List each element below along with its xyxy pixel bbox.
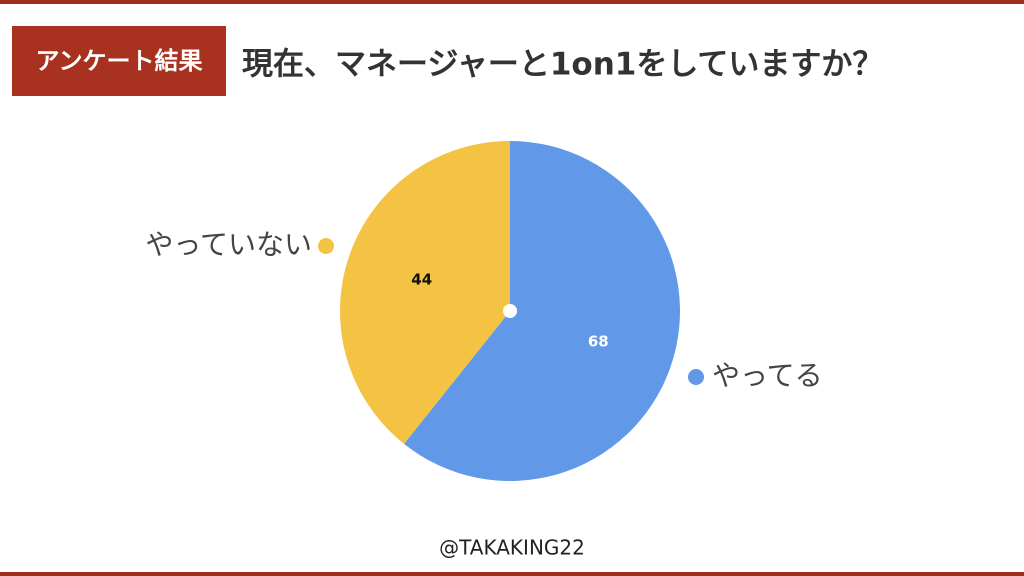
legend-marker	[318, 238, 334, 254]
value-label: 44	[411, 271, 432, 289]
pie-slice	[404, 141, 680, 481]
credit: @TAKAKING22	[439, 536, 585, 560]
chart-title: 現在、マネージャーと1on1をしていますか？	[242, 47, 883, 83]
bottom-rule	[0, 572, 1024, 576]
pie-slice	[340, 141, 510, 444]
badge: アンケート結果	[35, 47, 202, 75]
legend-label: やっていない	[145, 228, 312, 261]
legend-label: やってる	[712, 359, 823, 392]
badge-box	[12, 26, 226, 96]
pie-center-dot	[503, 304, 517, 318]
legend-marker	[688, 369, 704, 385]
value-label: 68	[588, 332, 609, 350]
top-rule	[0, 0, 1024, 4]
